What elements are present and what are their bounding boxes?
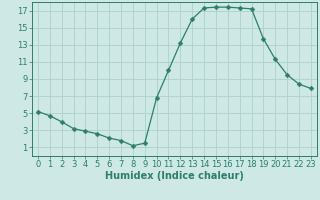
X-axis label: Humidex (Indice chaleur): Humidex (Indice chaleur) xyxy=(105,171,244,181)
